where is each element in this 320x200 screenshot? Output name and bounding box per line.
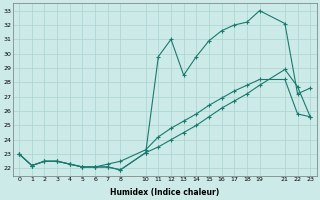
X-axis label: Humidex (Indice chaleur): Humidex (Indice chaleur) — [110, 188, 219, 197]
